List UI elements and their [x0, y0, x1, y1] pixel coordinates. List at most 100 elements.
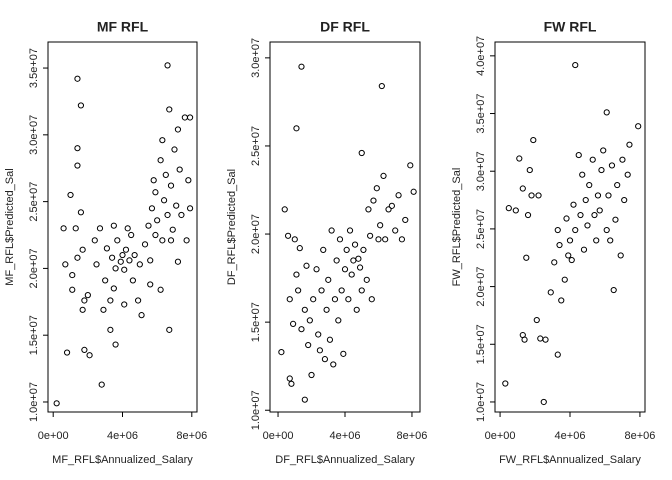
point — [598, 166, 605, 174]
point — [313, 266, 320, 273]
point — [169, 226, 176, 233]
panel-title: FW RFL — [544, 19, 597, 35]
point — [340, 350, 347, 357]
point — [315, 331, 322, 338]
point — [298, 63, 305, 70]
point — [74, 145, 81, 152]
point — [610, 286, 617, 294]
point — [138, 312, 145, 319]
y-tick-label: 1.0e+07 — [475, 382, 487, 422]
x-tick-label: 8e+06 — [397, 430, 428, 442]
point — [166, 106, 173, 113]
point — [53, 400, 60, 407]
y-tick-label: 1.0e+07 — [28, 382, 40, 422]
point — [124, 225, 131, 232]
y-tick-label: 2.5e+07 — [250, 126, 262, 166]
point — [603, 226, 610, 234]
point — [93, 261, 100, 268]
point — [288, 380, 295, 387]
point — [321, 356, 329, 363]
point — [121, 266, 128, 273]
point — [134, 297, 142, 304]
point — [333, 257, 340, 264]
point — [377, 222, 384, 229]
point — [74, 254, 81, 261]
point — [346, 227, 354, 234]
point — [110, 285, 117, 292]
point — [570, 201, 577, 208]
point — [635, 123, 642, 130]
point — [301, 396, 308, 403]
point — [505, 205, 512, 212]
point — [157, 157, 164, 164]
point — [290, 320, 297, 328]
point — [117, 258, 124, 265]
point — [167, 237, 175, 244]
point — [516, 155, 523, 162]
point — [528, 192, 535, 199]
x-axis-label: MF_RFL$Annualized_Salary — [52, 454, 193, 466]
point — [67, 191, 74, 199]
point — [69, 271, 76, 279]
point — [293, 125, 300, 132]
point — [350, 257, 357, 264]
point — [284, 232, 292, 239]
point — [351, 241, 359, 248]
plot-box — [47, 41, 198, 413]
point — [537, 335, 544, 342]
point — [521, 336, 528, 343]
point — [330, 361, 337, 368]
point — [320, 246, 327, 254]
point — [624, 171, 631, 178]
point — [584, 222, 591, 229]
point — [162, 171, 169, 179]
y-tick-label: 2.5e+07 — [475, 209, 487, 249]
point — [356, 264, 364, 271]
point — [398, 236, 406, 243]
point — [614, 181, 621, 189]
point — [81, 297, 88, 304]
point — [157, 286, 164, 293]
point — [136, 261, 143, 268]
plot-box — [494, 41, 646, 413]
point — [171, 146, 178, 153]
point — [81, 346, 88, 353]
point — [152, 231, 159, 239]
point — [575, 151, 582, 159]
point — [365, 206, 372, 213]
x-tick-label: 4e+06 — [330, 430, 361, 442]
point — [572, 226, 579, 234]
y-tick-label: 3.5e+07 — [28, 48, 40, 88]
point — [183, 237, 190, 244]
point — [69, 286, 76, 293]
y-tick-label: 3.0e+07 — [475, 151, 487, 191]
point — [554, 226, 561, 234]
y-tick-label: 2.0e+07 — [250, 214, 262, 254]
point — [86, 352, 93, 359]
x-tick-label: 4e+06 — [107, 430, 138, 442]
x-tick-label: 8e+06 — [624, 430, 655, 442]
point — [303, 262, 310, 269]
point — [556, 241, 563, 249]
point — [619, 156, 626, 163]
point — [533, 316, 540, 324]
point — [160, 197, 168, 204]
point — [519, 185, 526, 192]
point — [577, 211, 584, 219]
point — [561, 276, 568, 283]
point — [617, 252, 624, 259]
point — [558, 297, 565, 304]
y-axis-label: MF_RFL$Predicted_Sal — [4, 168, 16, 285]
point — [326, 336, 334, 343]
point — [159, 237, 166, 244]
point — [102, 277, 109, 284]
point — [621, 196, 628, 204]
point — [582, 196, 589, 204]
point — [542, 336, 549, 343]
point — [612, 216, 619, 223]
y-tick-label: 2.5e+07 — [28, 182, 40, 222]
point — [286, 296, 293, 303]
point — [378, 82, 385, 90]
point — [293, 271, 300, 278]
point — [512, 207, 519, 214]
